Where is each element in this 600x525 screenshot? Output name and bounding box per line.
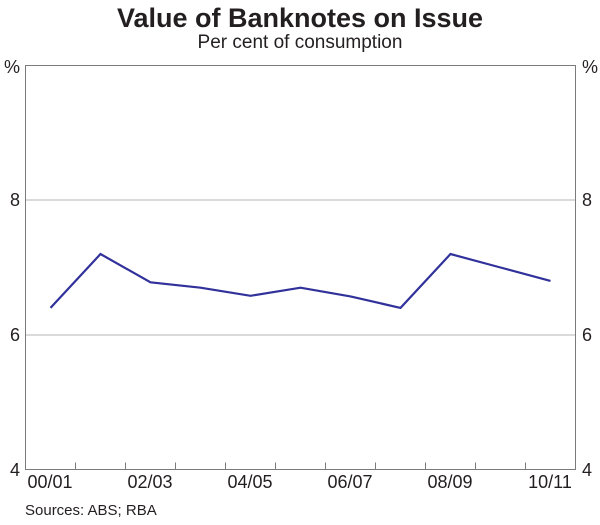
x-tick-label-0809: 08/09 — [427, 472, 473, 492]
y-tick-label-left-8: 8 — [9, 190, 20, 210]
x-tick-label-0203: 02/03 — [127, 472, 173, 492]
x-tick-label-0001: 00/01 — [27, 472, 73, 492]
y-tick-label-left-6: 6 — [9, 325, 20, 345]
y-tick-label-right-4: 4 — [582, 460, 593, 480]
chart-subtitle: Per cent of consumption — [197, 32, 403, 53]
x-tick-label-1011: 10/11 — [528, 472, 572, 492]
y-axis-unit-left: % — [3, 57, 20, 77]
y-tick-label-left-4: 4 — [9, 460, 20, 480]
y-axis-unit-right: % — [582, 57, 599, 77]
x-tick-label-0607: 06/07 — [327, 472, 373, 492]
x-tick-label-0405: 04/05 — [227, 472, 273, 492]
y-tick-label-right-6: 6 — [582, 325, 593, 345]
y-tick-label-right-8: 8 — [582, 190, 593, 210]
data-line — [49, 252, 551, 310]
chart-title: Value of Banknotes on Issue — [116, 3, 484, 33]
plot-frame — [25, 65, 576, 470]
source-note: Sources: ABS; RBA — [25, 502, 157, 519]
